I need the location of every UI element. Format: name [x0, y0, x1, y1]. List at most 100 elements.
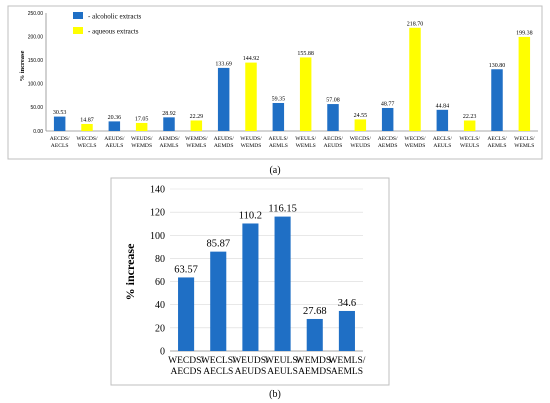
panel-a-category-label: AEULS — [433, 143, 451, 149]
panel-b-category-label: AEMLS — [331, 367, 363, 377]
panel-a-bar-alcoholic — [381, 107, 394, 131]
panel-a-data-label: 24.55 — [354, 113, 368, 119]
panel-a-bar-aqueous — [245, 62, 257, 131]
panel-b-data-label: 34.6 — [338, 298, 356, 309]
panel-a-tag: (a) — [269, 165, 280, 176]
panel-a-category-labels: AECDS/AECLS WECDS/WECLS AEUDS/AEULS WEUDS/W… — [50, 136, 535, 149]
panel-a-category-label: WEMLS — [186, 143, 206, 149]
panel-a-category-label: WECDS/ — [76, 136, 98, 142]
panel-a-y-tick-label: 200.00 — [28, 34, 44, 40]
panel-b-y-tick-label: 120 — [150, 208, 165, 219]
legend-swatch-alcoholic — [73, 12, 83, 19]
panel-b-bar — [338, 310, 355, 351]
panel-b-category-label: WEULS/ — [265, 356, 301, 366]
panel-a-category-label: WEMDS — [241, 143, 262, 149]
panel-a-category-label: WEMDS — [131, 143, 152, 149]
legend-swatch-aqueous — [73, 27, 83, 34]
panel-a-bar-aqueous — [354, 119, 367, 131]
panel-a-y-tick-label: 250.00 — [28, 11, 44, 17]
panel-a-data-label: 199.38 — [516, 30, 533, 36]
panel-a-bar-alcoholic — [436, 109, 449, 131]
panel-b-category-label: WECDS/ — [168, 356, 204, 366]
panel-a-legend: - alcoholic extracts - aqueous extracts — [73, 12, 142, 36]
panel-a-y-tick-label: 100.00 — [28, 82, 44, 88]
panel-a-data-label: 20.36 — [108, 115, 122, 121]
panel-a-y-axis-label: % increase — [19, 51, 26, 82]
panel-a-data-label: 57.08 — [326, 98, 340, 104]
panel-a-category-label: AECLS/ — [487, 136, 507, 142]
panel-a-y-tick-label: 150.00 — [28, 58, 44, 64]
panel-a-bar-alcoholic — [272, 102, 285, 131]
panel-a-category-label: WECLS/ — [514, 136, 535, 142]
legend-label-alcoholic: - alcoholic extracts — [88, 13, 142, 21]
panel-a-category-label: AEMDS — [378, 143, 398, 149]
panel-a-bar-aqueous — [190, 120, 203, 131]
panel-a-category-label: WEULS/ — [295, 136, 316, 142]
panel-b-category-label: AEMDS — [298, 367, 331, 377]
panel-a-category-label: WECLS/ — [459, 136, 480, 142]
panel-a-data-label: 59.35 — [272, 96, 286, 102]
panel-a-bar-alcoholic — [163, 117, 175, 131]
panel-b-category-labels: WECDS/AECDSWECLS/AECLSWEUDS/AEUDSWEULS/A… — [168, 356, 366, 377]
panel-a-bar-aqueous — [518, 36, 531, 131]
panel-b-category-label: WEUDS/ — [232, 356, 269, 366]
panel-b-category-label: AECLS — [203, 367, 233, 377]
panel-a-bars — [53, 27, 531, 132]
panel-a-bar-alcoholic — [491, 69, 503, 131]
panel-a-bar-aqueous — [81, 123, 93, 131]
panel-b-y-tick-label: 140 — [150, 185, 165, 196]
panel-b-tag: (b) — [269, 389, 281, 400]
panel-a-category-label: WEULS — [460, 143, 479, 149]
panel-a-category-label: AEMLS — [160, 143, 179, 149]
panel-b-data-label: 116.15 — [268, 204, 297, 215]
panel-a-category-label: AECLS/ — [433, 136, 453, 142]
panel-a-category-label: WEMLS — [514, 143, 534, 149]
panel-a-category-label: AEUDS/ — [104, 136, 125, 142]
panel-a-data-label: 22.23 — [463, 114, 477, 120]
panel-a-data-label: 30.53 — [53, 110, 67, 116]
panel-a-category-label: AECLS — [51, 143, 69, 149]
panel-a-category-label: WEMDS/ — [185, 136, 208, 142]
panel-a-bar-alcoholic — [53, 116, 66, 131]
panel-a-category-label: AECDS/ — [50, 136, 70, 142]
panel-a-category-label: WEUDS/ — [131, 136, 153, 142]
panel-a-data-label: 144.92 — [243, 56, 260, 62]
panel-b-y-tick-label: 100 — [150, 231, 165, 242]
panel-b-category-label: WECLS/ — [201, 356, 236, 366]
panel-a-border — [7, 5, 543, 160]
panel-a-category-label: AECDS/ — [323, 136, 343, 142]
panel-a-data-label: 48.77 — [381, 101, 395, 107]
panel-a-category-label: WEUDS/ — [240, 136, 262, 142]
panel-b-bars — [178, 216, 355, 351]
panel-b-data-label: 85.87 — [206, 239, 230, 250]
panel-b-data-labels: 63.57 85.87 110.2 116.15 27.68 34.6 — [174, 204, 356, 317]
panel-a-data-label: 218.70 — [407, 21, 424, 27]
panel-b-gridlines — [170, 188, 363, 329]
panel-a-category-label: WECLS — [78, 143, 97, 149]
panel-b-bar — [274, 216, 291, 351]
panel-a-bar-aqueous — [135, 122, 148, 131]
panel-a-category-label: AEUDS — [324, 143, 343, 149]
panel-a-category-label: AEULS/ — [269, 136, 289, 142]
panel-a-bar-alcoholic — [108, 121, 121, 131]
panel-b-category-label: WEMLS/ — [328, 356, 365, 366]
panel-a-category-label: AEMLS — [269, 143, 288, 149]
panel-b-y-tick-label: 80 — [155, 254, 165, 265]
panel-a-data-label: 14.87 — [80, 117, 94, 123]
panel-a-bar-alcoholic — [327, 104, 339, 131]
panel-b-category-label: AEUDS — [235, 367, 267, 377]
panel-a-y-tick-label: 50.00 — [30, 105, 43, 111]
panel-a-category-label: AEMDS/ — [158, 136, 180, 142]
panel-b-y-tick-label: 60 — [155, 277, 165, 288]
panel-a-category-label: WEUDS — [350, 143, 370, 149]
panel-a-y-tick-label: 0.00 — [33, 129, 43, 135]
panel-b-bar — [242, 223, 259, 351]
panel-b-bar — [306, 318, 323, 351]
panel-b-y-ticks: 0 20 40 60 80 100 120 140 — [150, 185, 165, 358]
panel-b-y-tick-label: 20 — [155, 323, 165, 334]
panel-a-data-label: 155.88 — [297, 51, 314, 57]
panel-a-data-label: 130.80 — [489, 63, 506, 69]
panel-a-category-label: WEMDS — [405, 143, 426, 149]
panel-b-data-label: 27.68 — [303, 306, 327, 317]
panel-b-category-label: WEMDS/ — [296, 356, 334, 366]
